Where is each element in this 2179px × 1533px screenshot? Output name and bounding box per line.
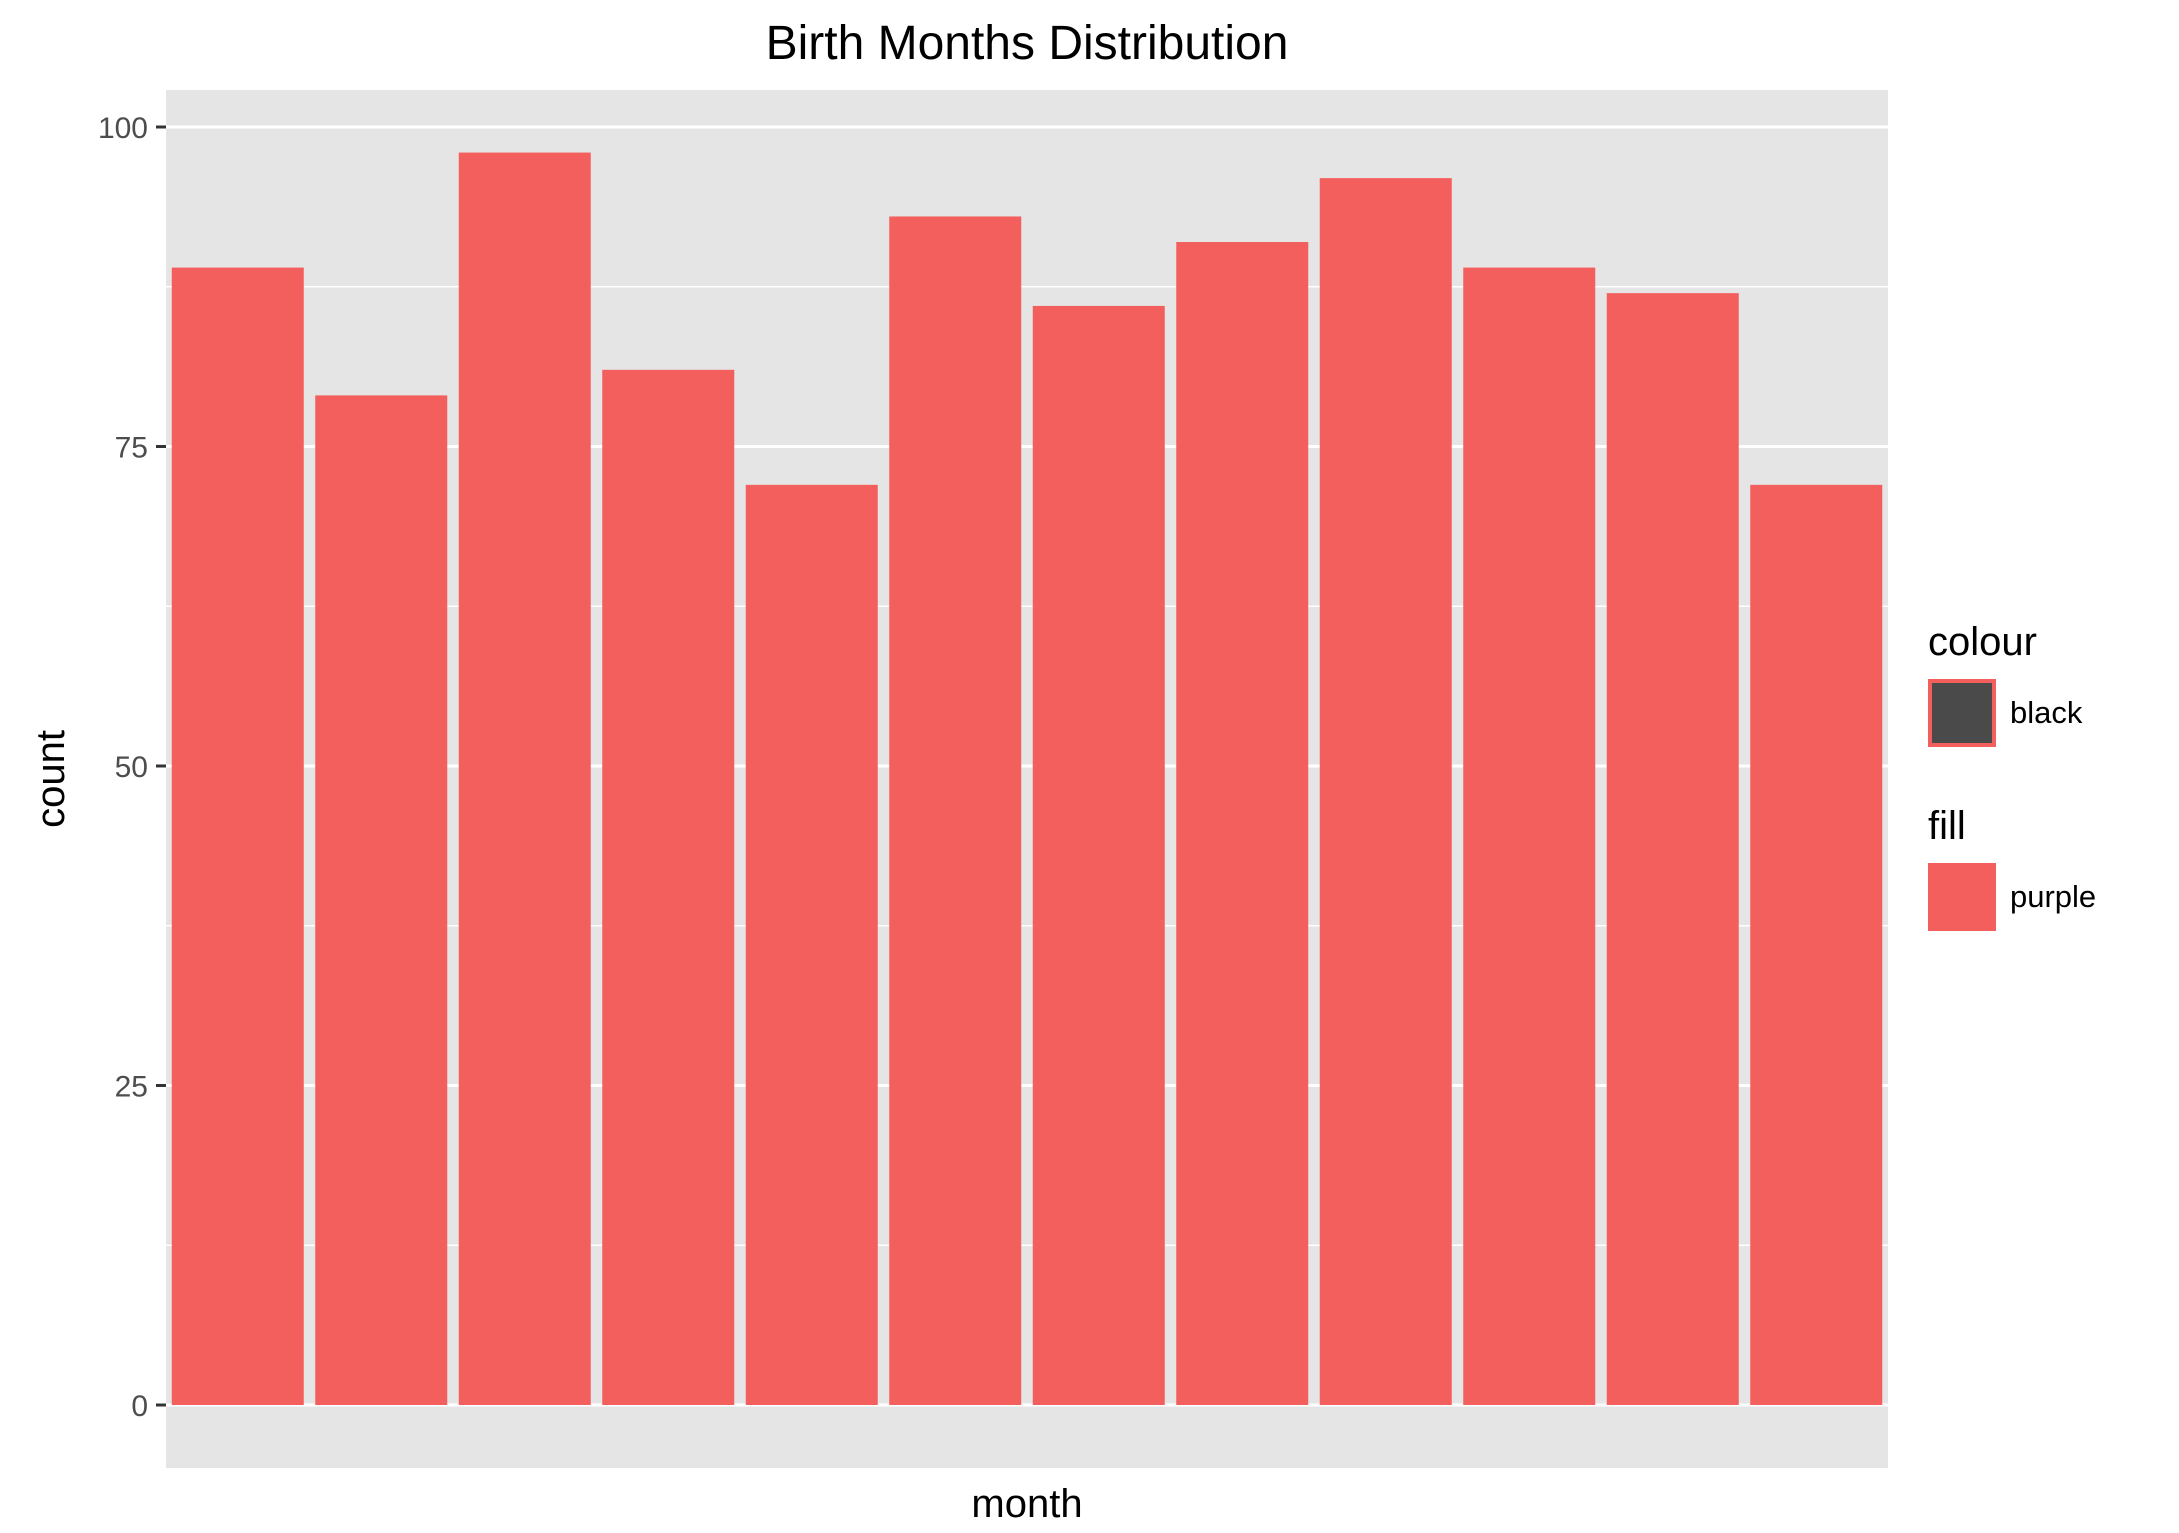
y-tick-label: 25: [115, 1071, 148, 1104]
bar: [1606, 293, 1739, 1405]
bar: [1032, 305, 1165, 1405]
x-axis-title: month: [971, 1482, 1082, 1526]
y-tick-label: 0: [131, 1390, 148, 1423]
bar: [1319, 178, 1452, 1405]
bar: [1463, 267, 1596, 1406]
bars: [171, 152, 1883, 1406]
gridlines: [166, 125, 1888, 1407]
bar: [745, 484, 878, 1406]
legend-key: [1928, 679, 1996, 747]
bar: [1750, 484, 1883, 1406]
legend-label: purple: [2010, 879, 2096, 914]
legend-title: colour: [1928, 620, 2037, 664]
legend-label: black: [2010, 695, 2083, 730]
y-axis-title: count: [29, 730, 73, 828]
legend: colour black fill purple: [1928, 620, 2096, 931]
bar: [602, 369, 735, 1405]
bar: [171, 267, 304, 1406]
y-tick-label: 50: [115, 751, 148, 784]
legend-title: fill: [1928, 804, 1966, 848]
bar: [315, 395, 448, 1405]
y-axis: 0 25 50 75 100: [98, 112, 166, 1423]
plot-panel: [166, 90, 1888, 1468]
y-tick-label: 75: [115, 432, 148, 465]
legend-key: [1928, 863, 1996, 931]
bar: [1176, 242, 1309, 1405]
bar: [458, 152, 591, 1405]
bar: [889, 216, 1022, 1406]
chart-title: Birth Months Distribution: [766, 17, 1289, 70]
y-tick-label: 100: [98, 112, 148, 145]
